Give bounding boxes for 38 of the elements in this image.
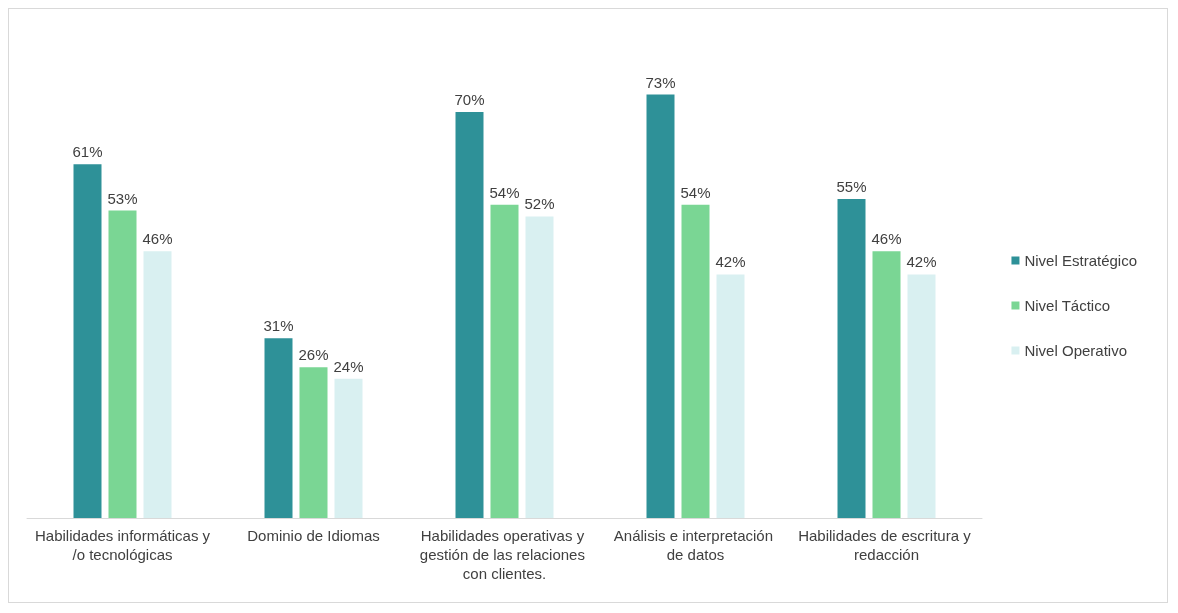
bar [907, 274, 936, 518]
bar [108, 210, 137, 518]
bar [334, 378, 363, 518]
data-label: 26% [298, 346, 329, 364]
data-label: 61% [72, 143, 103, 161]
data-label: 54% [489, 183, 520, 201]
x-tick-label: Análisis e interpretación de datos [613, 527, 778, 563]
bar [264, 338, 293, 518]
data-label: 42% [906, 253, 937, 271]
data-label: 53% [107, 189, 138, 207]
legend-label: Nivel Táctico [1024, 297, 1111, 314]
bar [837, 199, 866, 518]
bar [455, 112, 484, 518]
data-label: 46% [871, 230, 902, 248]
x-tick-label: Habilidades informáticas y/o tecnológicas [34, 527, 211, 563]
bar [525, 216, 554, 518]
data-label: 54% [680, 183, 711, 201]
data-label: 31% [263, 317, 294, 335]
bar [872, 251, 901, 518]
x-tick-label: Habilidades operativas y gestión de las relaciones con clientes. [419, 527, 590, 582]
bar [716, 274, 745, 518]
data-label: 52% [524, 195, 555, 213]
x-tick-label: Habilidades de escritura y redacción [798, 527, 975, 563]
bar [681, 204, 710, 518]
x-tick-label: Dominio de Idiomas [247, 527, 380, 544]
data-label: 70% [454, 91, 485, 108]
data-label: 24% [333, 357, 364, 375]
data-label: 46% [142, 230, 173, 248]
bar [490, 204, 519, 518]
legend-label: Nivel Operativo [1024, 342, 1127, 359]
bar [646, 94, 675, 518]
data-label: 42% [715, 253, 746, 271]
data-label: 73% [645, 73, 676, 91]
bar [299, 367, 328, 518]
legend-label: Nivel Estratégico [1024, 252, 1137, 269]
bar [143, 251, 172, 518]
data-label: 55% [836, 178, 867, 195]
bar [73, 164, 102, 518]
